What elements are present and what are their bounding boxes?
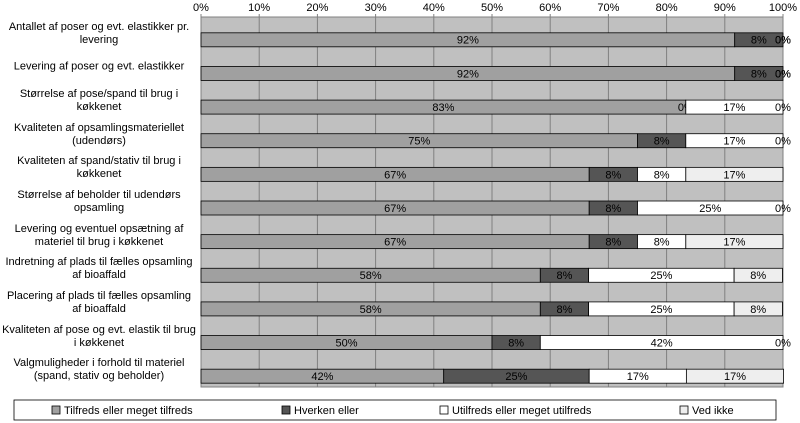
x-tick-label: 0% <box>193 2 209 14</box>
category-label: Levering af poser og evt. elastikker <box>13 60 185 73</box>
value-label: 8% <box>605 169 621 181</box>
legend-swatch <box>679 405 689 415</box>
legend-swatch <box>281 405 291 415</box>
value-label: 8% <box>751 68 767 80</box>
value-label: 0% <box>775 136 791 148</box>
bar-segment <box>685 166 784 182</box>
value-label: 0% <box>775 203 791 215</box>
value-label: 67% <box>384 203 406 215</box>
value-label: 0% <box>775 68 791 80</box>
value-label: 17% <box>724 371 746 383</box>
value-label: 42% <box>651 337 673 349</box>
value-label: 8% <box>750 270 766 282</box>
category-label: Placering af plads til fælles opsamling … <box>6 289 192 315</box>
value-label: 8% <box>557 304 573 316</box>
value-label: 8% <box>654 237 670 249</box>
legend-swatch <box>51 405 61 415</box>
legend-label: Hverken eller <box>294 405 359 417</box>
bar-segment <box>539 335 784 350</box>
legend-label: Ved ikke <box>692 405 734 417</box>
value-label: 58% <box>360 270 382 282</box>
bar-segment <box>685 368 784 384</box>
legend-label: Tilfreds eller meget tilfreds <box>64 405 193 417</box>
value-label: 0% <box>775 35 791 47</box>
x-tick-label: 90% <box>714 2 736 14</box>
x-tick-label: 30% <box>365 2 387 14</box>
value-label: 25% <box>650 270 672 282</box>
value-label: 75% <box>408 136 430 148</box>
value-label: 42% <box>311 371 333 383</box>
x-tick-label: 10% <box>248 2 270 14</box>
value-label: 0% <box>775 68 791 80</box>
value-label: 8% <box>557 270 573 282</box>
value-label: 17% <box>723 169 745 181</box>
value-label: 25% <box>505 371 527 383</box>
value-label: 8% <box>605 237 621 249</box>
value-label: 58% <box>360 304 382 316</box>
value-label: 67% <box>384 169 406 181</box>
x-tick-label: 60% <box>539 2 561 14</box>
value-label: 50% <box>335 337 357 349</box>
x-tick-label: 20% <box>306 2 328 14</box>
value-label: 83% <box>432 102 454 114</box>
value-label: 8% <box>751 35 767 47</box>
value-label: 0% <box>775 337 791 349</box>
value-label: 67% <box>384 237 406 249</box>
value-label: 25% <box>650 304 672 316</box>
category-label: Kvaliteten af opsamlingsmateriellet (ude… <box>14 121 184 147</box>
value-label: 0% <box>775 35 791 47</box>
value-label: 8% <box>750 304 766 316</box>
bar-segment <box>733 301 783 317</box>
bar-segment <box>637 200 784 216</box>
bar-segment <box>734 32 784 48</box>
legend-box <box>13 399 777 421</box>
x-tick-label: 100% <box>769 2 797 14</box>
value-label: 17% <box>723 102 745 114</box>
value-label: 17% <box>723 136 745 148</box>
category-label: Kvaliteten af pose og evt. elastik til b… <box>2 323 196 349</box>
value-label: 25% <box>699 203 721 215</box>
category-label: Levering og eventuel opsætning af materi… <box>14 222 184 248</box>
value-label: 8% <box>605 203 621 215</box>
value-label: 8% <box>508 337 524 349</box>
category-label: Kvaliteten af spand/stativ til brug i kø… <box>17 155 181 181</box>
x-tick-label: 40% <box>423 2 445 14</box>
value-label: 8% <box>654 136 670 148</box>
bar-segment <box>685 234 784 250</box>
bar-segment <box>685 133 784 149</box>
category-label: Antallet af poser og evt. elastikker pr.… <box>8 20 190 46</box>
value-label: 92% <box>457 35 479 47</box>
bar-segment <box>734 66 784 81</box>
value-label: 92% <box>457 68 479 80</box>
category-label: Valgmuligheder i forhold til materiel (s… <box>13 357 185 383</box>
bar-segment <box>733 267 783 283</box>
x-tick-label: 50% <box>481 2 503 14</box>
bar-segment <box>685 99 784 115</box>
legend-swatch <box>439 405 449 415</box>
legend-label: Utilfreds eller meget utilfreds <box>452 405 592 417</box>
x-tick-label: 70% <box>597 2 619 14</box>
x-tick-label: 80% <box>656 2 678 14</box>
value-label: 0% <box>775 102 791 114</box>
category-label: Størrelse af beholder til udendørs opsam… <box>17 189 181 214</box>
value-label: 17% <box>627 371 649 383</box>
category-label: Indretning af plads til fælles opsamling… <box>5 256 193 282</box>
category-label: Størrelse af pose/spand til brug i køkke… <box>19 88 179 114</box>
value-label: 17% <box>723 237 745 249</box>
value-label: 8% <box>654 169 670 181</box>
